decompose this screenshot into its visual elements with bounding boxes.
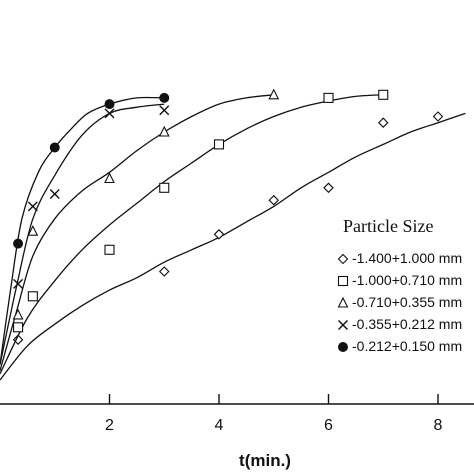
data-point-1-1 [27, 291, 38, 302]
data-point-4-3 [159, 92, 170, 103]
legend-marker-3 [338, 320, 348, 330]
data-point-1-6 [378, 89, 389, 100]
legend-label-1: -1.000+0.710 mm [352, 272, 462, 288]
legend-marker-4 [338, 342, 348, 352]
data-point-1-0 [13, 322, 24, 333]
legend: Particle Size -1.400+1.000 mm -1.000+0.71… [337, 216, 462, 354]
series-0 [0, 111, 466, 381]
series-1 [0, 89, 389, 375]
data-point-0-0 [12, 334, 24, 345]
legend-label-3: -0.355+0.212 mm [352, 316, 462, 332]
data-point-4-1 [49, 142, 60, 153]
data-point-3-2 [49, 189, 60, 199]
legend-marker-0 [337, 253, 349, 265]
data-point-2-4 [268, 88, 280, 100]
legend-marker-1 [337, 275, 349, 287]
plot-area: 2 4 6 8 [0, 88, 474, 434]
data-point-2-0 [12, 308, 24, 320]
data-point-0-6 [432, 111, 444, 122]
legend-marker-3-b [338, 320, 348, 330]
series-line-2 [0, 94, 274, 371]
data-point-0-1 [158, 266, 170, 277]
series-line-0 [0, 112, 466, 381]
data-point-1-2 [104, 244, 115, 255]
series-line-4 [0, 96, 165, 365]
data-point-3-3-b [104, 108, 115, 119]
series-line-1 [0, 94, 384, 375]
data-point-4-0 [13, 238, 24, 249]
data-point-2-2 [104, 172, 115, 184]
series-3 [0, 103, 170, 365]
x-tick-label-8: 8 [434, 417, 443, 434]
legend-label-4: -0.212+0.150 mm [352, 338, 462, 354]
x-axis-label: t(min.) [239, 451, 291, 470]
data-point-2-1 [27, 224, 39, 236]
data-point-3-1 [27, 201, 38, 212]
legend-title: Particle Size [343, 216, 433, 236]
data-point-3-4-b [159, 105, 170, 116]
data-point-3-4 [159, 105, 170, 116]
data-point-0-4 [323, 182, 334, 194]
data-point-0-5 [377, 117, 389, 128]
data-point-3-2-b [49, 189, 60, 199]
legend-label-2: -0.710+0.355 mm [352, 294, 462, 310]
series-line-3 [0, 103, 165, 365]
legend-label-0: -1.400+1.000 mm [352, 250, 462, 266]
data-point-3-3 [104, 108, 115, 119]
x-tick-label-2: 2 [105, 417, 114, 434]
series-2 [0, 88, 280, 371]
x-tick-label-6: 6 [324, 417, 333, 434]
data-point-3-0-b [13, 278, 24, 289]
x-tick-label-4: 4 [215, 417, 224, 434]
series-4 [0, 92, 170, 365]
data-point-1-5 [323, 92, 334, 103]
data-point-2-3 [158, 125, 170, 137]
data-point-1-4 [213, 139, 225, 150]
data-point-3-0 [13, 278, 24, 289]
data-point-4-2 [104, 99, 115, 110]
data-point-0-2 [213, 229, 225, 240]
data-point-3-1-b [27, 201, 38, 212]
data-point-0-3 [268, 194, 280, 206]
legend-marker-2 [337, 296, 349, 308]
data-point-1-3 [159, 182, 170, 193]
